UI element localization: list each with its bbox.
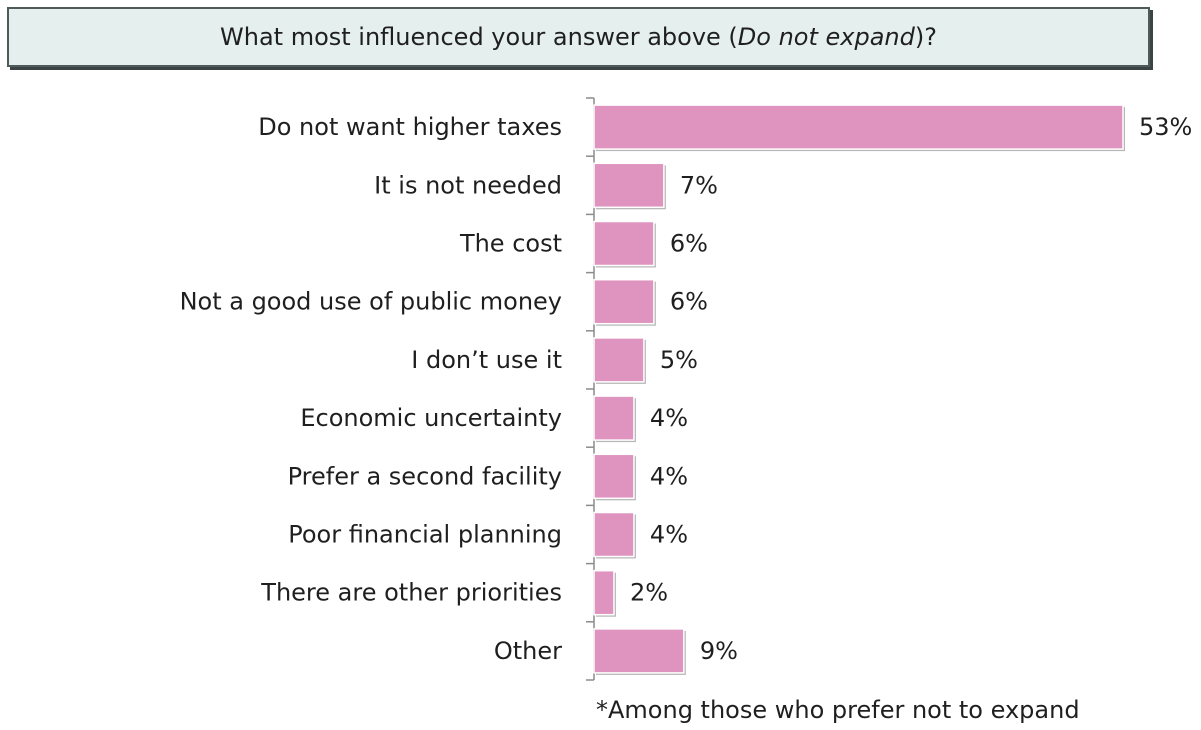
category-label: Prefer a second facility [288,462,562,490]
data-label: 9% [700,637,738,665]
category-label: Poor financial planning [288,521,562,549]
bar [593,395,635,441]
category-label: There are other priorities [260,579,562,607]
category-label: Not a good use of public money [180,288,562,316]
data-label: 7% [680,171,718,199]
category-label: I don’t use it [411,346,562,374]
data-label: 6% [670,230,708,258]
category-label: The cost [459,230,562,258]
bar [593,569,615,616]
bar [593,337,645,383]
bar [593,511,635,558]
category-label: Other [494,637,562,665]
data-label: 2% [630,579,668,607]
data-label: 4% [650,404,688,432]
category-label: Do not want higher taxes [258,113,562,141]
chart-title-suffix: )? [914,23,937,51]
footnote: *Among those who prefer not to expand [596,696,1080,724]
bar [593,220,655,267]
data-label: 4% [650,462,688,490]
category-label: It is not needed [374,171,562,199]
chart-title-box: What most influenced your answer above (… [7,7,1150,67]
bar [593,453,635,500]
chart-title-emphasis: Do not expand [737,23,915,51]
bar [593,628,685,674]
bar [593,162,665,209]
data-label: 4% [650,521,688,549]
category-label: Economic uncertainty [300,404,562,432]
data-label: 6% [670,288,708,316]
bar [593,278,655,325]
bar [593,104,1124,150]
data-label: 53% [1139,113,1192,141]
chart-title: What most influenced your answer above (… [220,23,937,51]
data-label: 5% [660,346,698,374]
chart-title-prefix: What most influenced your answer above ( [220,23,738,51]
